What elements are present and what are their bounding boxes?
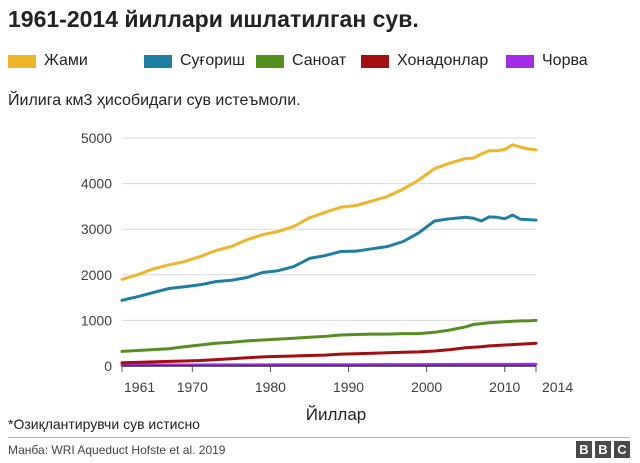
series-line-3 [120,341,538,365]
y-tick-label: 5000 [81,130,112,146]
legend-swatch-livestock [506,54,534,68]
series-line-2 [120,318,538,353]
legend: Жами Суғориш Саноат Хонадонлар Чорва [8,50,638,72]
bbc-logo-letter-3: C [614,441,630,458]
bbc-logo-letter-1: B [576,441,592,458]
y-tick-label: 0 [104,358,112,374]
y-tick-label: 2000 [81,267,112,283]
x-tick-label: 2010 [489,379,520,395]
legend-swatch-domestic [361,54,389,68]
legend-label-livestock: Чорва [542,52,588,69]
legend-item-domestic: Хонадонлар [361,50,488,72]
legend-label-total: Жами [44,52,88,69]
x-tick-label: 2000 [411,379,442,395]
legend-label-domestic: Хонадонлар [397,52,489,69]
x-axis-title: Йиллар [0,405,640,425]
x-axis-title-text: Йиллар [305,405,367,424]
x-tick-label: 1990 [333,379,364,395]
footnote: *Озиқлантирувчи сув истисно [8,416,200,432]
chart-title: 1961-2014 йиллари ишлатилган сув. [8,6,419,32]
legend-item-irrigation: Суғориш [144,50,245,72]
bbc-logo: B B C [576,441,630,458]
x-tick-label: 2014 [542,379,573,395]
chart-subtitle: Йилига км3 ҳисобидаги сув истеъмоли. [8,92,301,109]
x-tick-label: 1970 [177,379,208,395]
legend-swatch-industry [256,54,284,68]
footer-divider [8,437,630,438]
y-tick-label: 4000 [81,176,112,192]
legend-item-livestock: Чорва [506,50,588,72]
bbc-logo-letter-2: B [595,441,611,458]
legend-swatch-total [8,54,36,68]
y-tick-label: 1000 [81,312,112,328]
legend-label-industry: Саноат [292,52,347,69]
legend-swatch-irrigation [144,54,172,68]
series-line-4 [120,362,538,367]
source-note: Манба: WRI Aqueduct Hofste et al. 2019 [8,443,226,457]
x-tick-label: 1961 [124,379,155,395]
series-line-0 [120,143,538,281]
x-tick-label: 1980 [255,379,286,395]
series-line-1 [120,213,538,302]
legend-item-industry: Саноат [256,50,346,72]
y-tick-label: 3000 [81,221,112,237]
legend-label-irrigation: Суғориш [180,52,245,69]
legend-item-total: Жами [8,50,88,72]
